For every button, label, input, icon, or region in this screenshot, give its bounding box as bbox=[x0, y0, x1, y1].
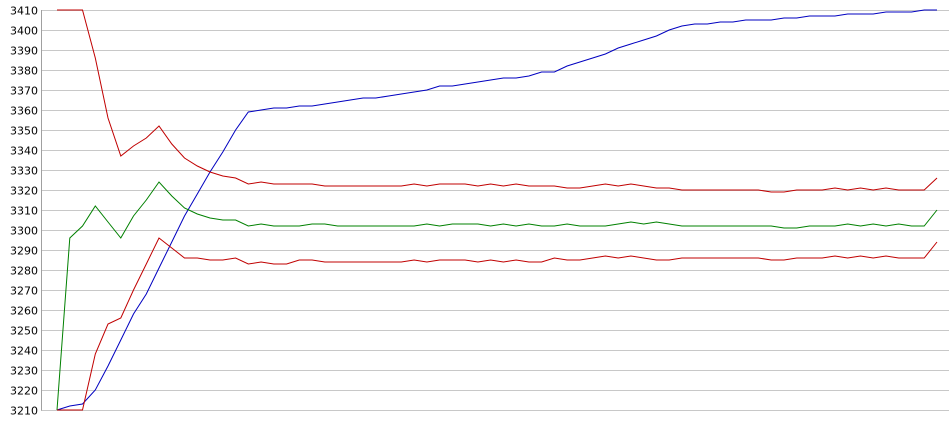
y-tick-label: 3300 bbox=[10, 225, 38, 238]
y-tick-label: 3210 bbox=[10, 405, 38, 418]
y-tick-labels: 3210 3220 3230 3240 3250 3260 3270 3280 3290 3300… bbox=[10, 5, 38, 418]
y-tick-label: 3360 bbox=[10, 105, 38, 118]
y-tick-label: 3330 bbox=[10, 165, 38, 178]
y-tick-label: 3270 bbox=[10, 285, 38, 298]
series-line-1 bbox=[56, 9, 937, 411]
series-line-3 bbox=[56, 181, 938, 411]
y-tick-label: 3230 bbox=[10, 365, 38, 378]
y-tick-label: 3310 bbox=[10, 205, 38, 218]
y-tick-label: 3390 bbox=[10, 45, 38, 58]
grid bbox=[41, 10, 949, 411]
y-tick-label: 3240 bbox=[10, 345, 38, 358]
series-line-4 bbox=[57, 237, 938, 411]
y-tick-label: 3410 bbox=[10, 5, 38, 18]
y-tick-label: 3320 bbox=[10, 185, 38, 198]
y-tick-label: 3290 bbox=[10, 245, 38, 258]
y-tick-label: 3350 bbox=[10, 125, 38, 138]
y-tick-label: 3370 bbox=[10, 85, 38, 98]
y-tick-label: 3340 bbox=[10, 145, 38, 158]
y-tick-label: 3280 bbox=[10, 265, 38, 278]
series-lines bbox=[56, 9, 938, 411]
series-line-2 bbox=[57, 9, 938, 193]
y-tick-label: 3220 bbox=[10, 385, 38, 398]
y-tick-label: 3400 bbox=[10, 25, 38, 38]
y-tick-label: 3260 bbox=[10, 305, 38, 318]
y-tick-label: 3250 bbox=[10, 325, 38, 338]
y-tick-label: 3380 bbox=[10, 65, 38, 78]
